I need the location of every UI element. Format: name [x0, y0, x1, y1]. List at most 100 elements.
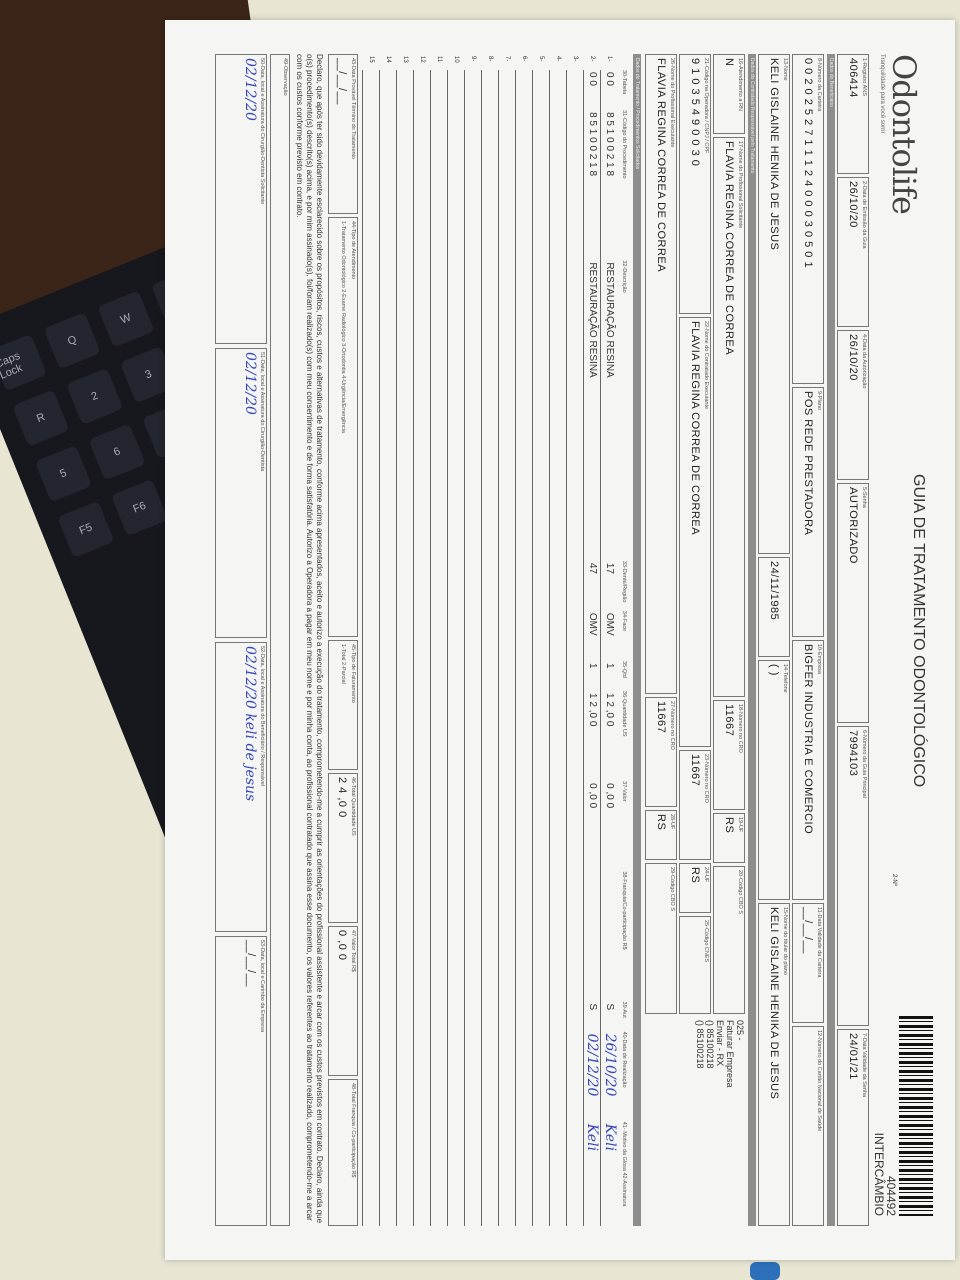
- column-header: 41- Motivo da Glosa 42-Assinatura: [621, 1121, 627, 1207]
- cell-qtd: [499, 660, 516, 692]
- column-header: [618, 54, 630, 70]
- cell-dente: [533, 560, 550, 611]
- cell-us: [567, 691, 584, 782]
- cell-qtd: [414, 660, 431, 692]
- cell-valor: [380, 781, 397, 872]
- nome-field: 13-Nome KELI GISLAINE HENIKA DE JESUS: [758, 54, 790, 554]
- odontolife-logo: Odontolife Tranquilidade para você sorrir: [879, 54, 923, 214]
- table-row: 13: [397, 54, 414, 1226]
- keyboard-key: F5: [57, 500, 115, 559]
- cell-face: [533, 610, 550, 661]
- cell-us: 1 2 ,0 0: [601, 691, 618, 782]
- cell-assinatura: [533, 1121, 550, 1226]
- cell-descricao: [567, 260, 584, 561]
- signature-52: 52-Data, local e Assinatura do Beneficiá…: [215, 642, 268, 932]
- cell-valor: [482, 781, 499, 872]
- table-row: 15: [363, 54, 380, 1226]
- form-header: Odontolife Tranquilidade para você sorrir…: [869, 54, 933, 1226]
- cell-valor: [397, 781, 414, 872]
- cell-qtd: [567, 660, 584, 692]
- cbo-profissional-field: 29-Código CBO S: [645, 863, 677, 1014]
- validade-senha-field: 7-Data Validade da Senha 24/01/21: [837, 1029, 869, 1226]
- cell-codigo: [567, 110, 584, 261]
- empresa-field: 10-Empresa BIGFER INDUSTRIA E COMERCIO: [792, 640, 824, 900]
- cell-aut: [414, 1001, 431, 1032]
- cell-franquia: [397, 871, 414, 1002]
- cell-valor: 0 ,0 0: [584, 781, 601, 872]
- cell-dente: [516, 560, 533, 611]
- table-row: 6-: [516, 54, 533, 1226]
- cell-assinatura: [448, 1121, 465, 1226]
- cell-codigo: [499, 110, 516, 261]
- cell-data: [397, 1031, 414, 1122]
- cell-aut: S: [601, 1001, 618, 1032]
- cell-qtd: [431, 660, 448, 692]
- cell-dente: [363, 560, 380, 611]
- cell-qtd: [465, 660, 482, 692]
- cell-data: [516, 1031, 533, 1122]
- table-row: 10: [448, 54, 465, 1226]
- cell-n: 3-: [572, 56, 579, 62]
- cell-tabela: [397, 70, 414, 111]
- cell-valor: [431, 781, 448, 872]
- cell-data: 26/10/20: [601, 1031, 618, 1122]
- validade-carteira-field: 11-Data Validade da Carteira __/__/__: [792, 903, 824, 1023]
- valor-total-field: 47-Valor Total R$ 0 ,0 0: [328, 926, 359, 1076]
- cell-us: [465, 691, 482, 782]
- plano-field: 9-Plano POS REDE PRESTADORA: [792, 387, 824, 637]
- cell-franquia: [482, 871, 499, 1002]
- cell-qtd: [550, 660, 567, 692]
- cell-qtd: [516, 660, 533, 692]
- table-row: 14: [380, 54, 397, 1226]
- cell-dente: [482, 560, 499, 611]
- cell-aut: [380, 1001, 397, 1032]
- cell-aut: [397, 1001, 414, 1032]
- cell-tabela: [431, 70, 448, 111]
- cell-valor: [363, 781, 380, 872]
- cell-franquia: [516, 871, 533, 1002]
- cell-qtd: 1: [601, 660, 618, 692]
- guide-number-label: 2-Nº: [891, 874, 897, 886]
- cell-franquia: [448, 871, 465, 1002]
- cell-aut: [363, 1001, 380, 1032]
- cell-us: [499, 691, 516, 782]
- contratado-executante-field: 22-Nome do Contratado Executante FLAVIA R…: [679, 317, 711, 747]
- dental-treatment-form: Odontolife Tranquilidade para você sorrir…: [165, 20, 955, 1260]
- cell-data: 02/12/20: [584, 1031, 601, 1122]
- keyboard-key: 6: [88, 423, 146, 481]
- cell-codigo: [363, 110, 380, 261]
- cell-assinatura: [482, 1121, 499, 1226]
- cell-face: [499, 610, 516, 661]
- termino-field: 43-Data Provável Término do Tratamento __…: [328, 54, 359, 214]
- cell-tabela: [465, 70, 482, 111]
- cell-face: [550, 610, 567, 661]
- cell-n: 1-: [606, 56, 613, 62]
- cell-n: 8-: [487, 56, 494, 62]
- cell-assinatura: Keli: [584, 1121, 601, 1226]
- cell-codigo: [448, 110, 465, 261]
- cell-franquia: [380, 871, 397, 1002]
- cell-franquia: [431, 871, 448, 1002]
- cell-tabela: [550, 70, 567, 111]
- cell-n: 4-: [555, 56, 562, 62]
- cell-qtd: [397, 660, 414, 692]
- cell-descricao: [431, 260, 448, 561]
- cell-data: [414, 1031, 431, 1122]
- cell-assinatura: [414, 1121, 431, 1226]
- keyboard-key: W: [97, 290, 155, 348]
- cell-aut: [550, 1001, 567, 1032]
- cnes-field: 25-Código CNES: [679, 916, 711, 1014]
- cell-us: [414, 691, 431, 782]
- cell-n: 13: [402, 56, 409, 63]
- cell-us: 1 2 ,0 0: [584, 691, 601, 782]
- cell-tabela: [448, 70, 465, 111]
- cell-n: 11: [436, 56, 443, 63]
- cell-qtd: 1: [584, 660, 601, 692]
- cell-codigo: [482, 110, 499, 261]
- column-header: 34-Face: [621, 610, 627, 632]
- cell-us: [550, 691, 567, 782]
- cell-qtd: [482, 660, 499, 692]
- cell-dente: [431, 560, 448, 611]
- keyboard-key: Q: [43, 312, 101, 370]
- cro-executante-field: 23-Número no CRO 11667: [679, 750, 711, 860]
